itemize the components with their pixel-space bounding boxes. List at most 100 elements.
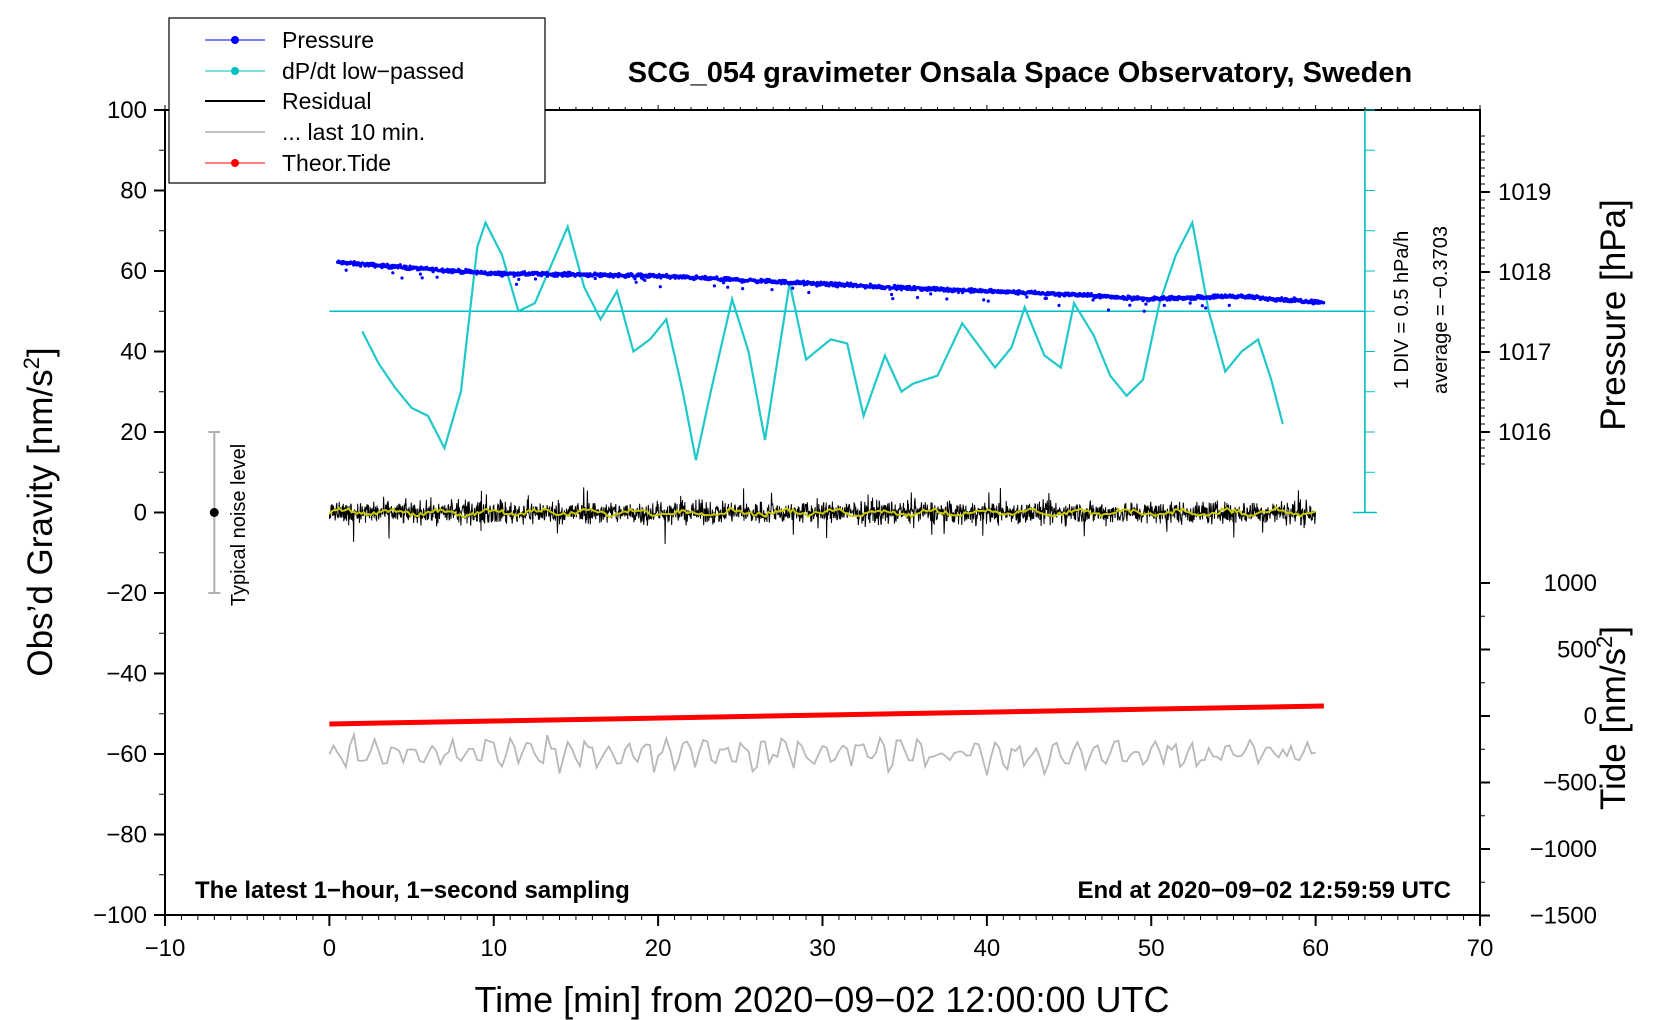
- pressure-point: [1044, 296, 1048, 300]
- pressure-point: [741, 287, 745, 291]
- residual-smoothed-line: [328, 505, 1316, 519]
- legend-item-residual: Residual: [205, 88, 372, 114]
- tide-axis-label: Tide [nm/s2]: [1592, 626, 1633, 810]
- pressure-point: [1128, 303, 1132, 307]
- pressure-point: [514, 282, 519, 286]
- x-tick-label: 40: [974, 935, 1001, 962]
- pressure-point: [359, 264, 363, 268]
- pressure-tick-label: 1018: [1498, 259, 1551, 286]
- x-tick-label: 20: [645, 935, 672, 962]
- pressure-point: [560, 274, 565, 278]
- pressure-series: [336, 259, 1326, 313]
- y-tick-label: 20: [120, 419, 147, 446]
- legend-box: [168, 17, 546, 184]
- pressure-point: [915, 295, 920, 300]
- tide-tick-label: −1500: [1530, 903, 1597, 930]
- chart-title: SCG_054 gravimeter Onsala Space Observat…: [628, 57, 1412, 89]
- legend-label-last10: ... last 10 min.: [282, 119, 425, 145]
- pressure-point: [1322, 301, 1326, 305]
- axes-layer: −10 0 10 20 30 40 50 60 70100806040200−20−40−60−…: [93, 97, 1597, 962]
- y-tick-label: −80: [106, 822, 147, 849]
- pressure-point: [658, 285, 662, 289]
- y-tick-label: 0: [134, 500, 147, 527]
- pressure-point: [1227, 303, 1231, 307]
- legend-label-residual: Residual: [282, 88, 372, 114]
- pressure-tick-label: 1019: [1498, 179, 1551, 206]
- pressure-point: [517, 277, 521, 281]
- pressure-point: [807, 290, 811, 295]
- pressure-point: [344, 268, 348, 272]
- dpdt-div-label: 1 DIV = 0.5 hPa/h: [1391, 231, 1413, 389]
- y-tick-label: −20: [106, 580, 147, 607]
- legend-item-tide: Theor.Tide: [205, 150, 391, 176]
- y-tick-label: −60: [106, 741, 147, 768]
- pressure-point: [1025, 295, 1029, 299]
- pressure-tick-label: 1017: [1498, 339, 1551, 366]
- footer-right-label: End at 2020−09−02 12:59:59 UTC: [1077, 877, 1451, 904]
- y-tick-label: 80: [120, 178, 147, 205]
- pressure-point: [791, 286, 795, 290]
- series-layer: [208, 219, 1365, 777]
- residual-line: [328, 487, 1317, 545]
- legend-item-pressure: Pressure: [205, 27, 374, 53]
- pressure-tick-label: 1016: [1498, 419, 1551, 446]
- x-tick-label: −10: [145, 935, 186, 962]
- x-axis-label: Time [min] from 2020−09−02 12:00:00 UTC: [474, 979, 1169, 1020]
- pressure-point: [634, 280, 638, 284]
- pressure-point: [420, 276, 424, 280]
- x-tick-label: 70: [1467, 935, 1494, 962]
- y-tick-label: 40: [120, 339, 147, 366]
- dpdt-average-label: average = −0.3703: [1430, 226, 1452, 394]
- pressure-point: [982, 298, 986, 302]
- pressure-point: [986, 299, 990, 303]
- y-tick-label: 100: [107, 97, 147, 124]
- pressure-point: [1200, 304, 1204, 308]
- pressure-point: [633, 277, 637, 281]
- tide-tick-label: 1000: [1544, 570, 1597, 597]
- pressure-axis-label: Pressure [hPa]: [1594, 199, 1633, 431]
- x-tick-label: 50: [1138, 935, 1165, 962]
- tide-line: [329, 703, 1324, 727]
- noise-bar-center: [209, 508, 219, 517]
- pressure-point: [712, 284, 717, 288]
- x-tick-label: 60: [1302, 935, 1329, 962]
- pressure-point: [1142, 309, 1146, 313]
- pressure-point: [523, 270, 527, 274]
- pressure-point: [391, 271, 395, 275]
- pressure-point: [1188, 301, 1192, 305]
- legend-item-dpdt: dP/dt low−passed: [205, 58, 464, 84]
- noise-level-label: Typical noise level: [228, 444, 250, 606]
- x-tick-label: 0: [323, 935, 336, 962]
- tide-tick-label: 0: [1584, 703, 1597, 730]
- pressure-point: [989, 287, 993, 291]
- y-tick-label: 60: [120, 258, 147, 285]
- pressure-point: [643, 278, 647, 282]
- y-tick-label: −40: [106, 661, 147, 688]
- pressure-point: [533, 277, 538, 281]
- pressure-point: [1204, 306, 1208, 310]
- pressure-point: [435, 275, 439, 279]
- pressure-point: [1214, 296, 1218, 300]
- pressure-point: [722, 281, 726, 285]
- pressure-point: [1106, 308, 1111, 312]
- legend-item-last10: ... last 10 min.: [205, 119, 425, 145]
- legend-label-tide: Theor.Tide: [282, 150, 391, 176]
- pressure-point: [945, 297, 949, 301]
- pressure-point: [1016, 292, 1020, 296]
- legend-label-dpdt: dP/dt low−passed: [282, 58, 464, 84]
- x-tick-label: 30: [809, 935, 836, 962]
- tide-tick-label: 500: [1557, 637, 1597, 664]
- footer-left-label: The latest 1−hour, 1−second sampling: [195, 877, 630, 904]
- pressure-point: [1057, 303, 1061, 307]
- pressure-point: [1091, 298, 1095, 302]
- x-tick-label: 10: [480, 935, 507, 962]
- legend-label-pressure: Pressure: [282, 27, 374, 53]
- pressure-point: [593, 276, 597, 281]
- y-tick-label: −100: [93, 902, 147, 929]
- last-10-min-line: [328, 731, 1316, 777]
- tide-tick-label: −500: [1543, 770, 1597, 797]
- pressure-point: [400, 276, 404, 280]
- pressure-point: [418, 272, 422, 276]
- pressure-point: [891, 297, 895, 301]
